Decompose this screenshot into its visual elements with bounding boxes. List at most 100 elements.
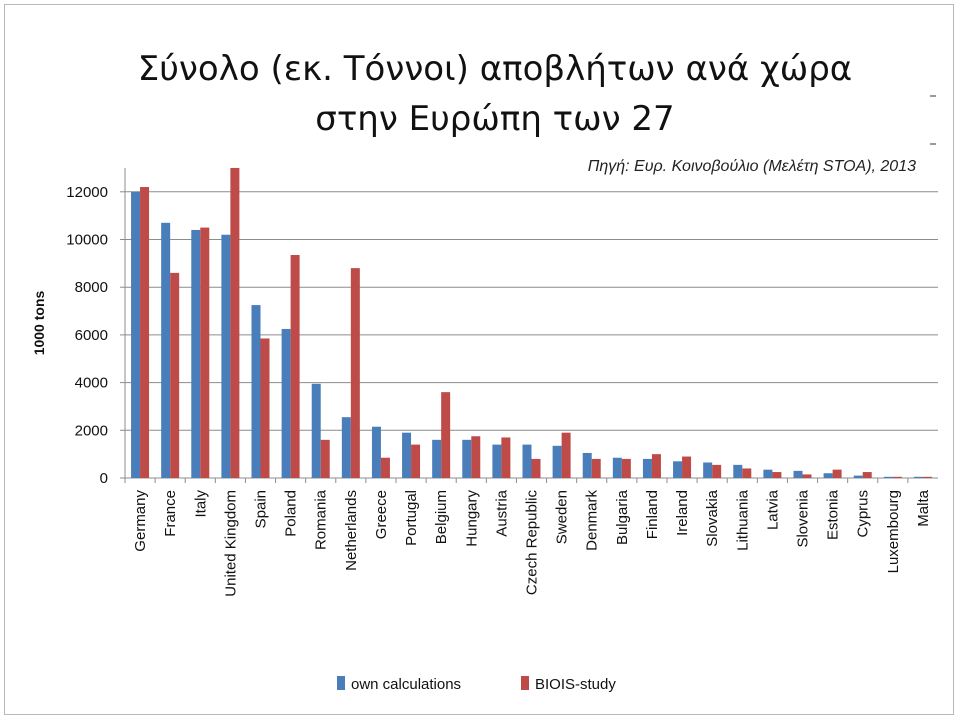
bar-own-calculations xyxy=(432,439,442,478)
bar-biois-study xyxy=(832,469,842,478)
bar-own-calculations xyxy=(853,475,863,478)
bar-own-calculations xyxy=(221,234,231,478)
bar-biois-study xyxy=(441,392,451,478)
x-tick-label: Greece xyxy=(373,490,390,539)
bar-biois-study xyxy=(380,457,390,478)
slide-frame xyxy=(4,4,954,715)
bar-biois-study xyxy=(742,468,752,478)
bar-biois-study xyxy=(170,272,180,478)
x-tick-label: France xyxy=(162,490,179,537)
bar-own-calculations xyxy=(913,476,923,478)
bar-own-calculations xyxy=(703,462,713,478)
x-tick-label: Malta xyxy=(915,489,932,526)
slide-title: Σύνολο (εκ. Τόννοι) αποβλήτων ανά χώρα σ… xyxy=(0,44,960,144)
bar-own-calculations xyxy=(823,473,833,478)
bar-own-calculations xyxy=(161,222,171,478)
bar-own-calculations xyxy=(582,452,592,478)
bar-biois-study xyxy=(802,474,812,478)
bar-biois-study xyxy=(922,476,932,478)
slide-title-line-2: στην Ευρώπη των 27 xyxy=(315,99,675,139)
x-tick-label: Luxembourg xyxy=(885,490,902,573)
bar-own-calculations xyxy=(191,229,201,478)
x-tick-label: Germany xyxy=(132,490,149,552)
legend-swatch-biois-study xyxy=(521,676,529,690)
slide-edge-mark xyxy=(930,143,936,145)
bar-biois-study xyxy=(411,444,421,478)
slide-title-line-1: Σύνολο (εκ. Τόννοι) αποβλήτων ανά χώρα xyxy=(137,49,853,89)
bar-own-calculations xyxy=(612,457,622,478)
legend-label-biois-study: BIOIS-study xyxy=(535,676,616,693)
legend-swatch-own-calculations xyxy=(337,676,345,690)
bar-own-calculations xyxy=(492,444,502,478)
bar-own-calculations xyxy=(462,439,472,478)
bar-own-calculations xyxy=(251,305,261,478)
bar-biois-study xyxy=(140,187,150,478)
x-tick-label: Slovenia xyxy=(795,489,812,547)
bar-own-calculations xyxy=(522,444,532,478)
bar-own-calculations xyxy=(341,417,351,478)
x-tick-label: Cyprus xyxy=(855,490,872,538)
x-tick-label: Slovakia xyxy=(704,489,721,546)
x-tick-label: Lithuania xyxy=(734,489,751,551)
y-tick-label: 8000 xyxy=(75,279,108,296)
bar-biois-study xyxy=(320,439,330,478)
bar-own-calculations xyxy=(552,445,562,478)
x-tick-label: Denmark xyxy=(584,490,601,551)
bar-biois-study xyxy=(290,255,300,478)
bar-biois-study xyxy=(651,454,661,478)
x-tick-label: Austria xyxy=(493,489,510,536)
y-tick-label: 4000 xyxy=(75,375,108,392)
bar-biois-study xyxy=(591,458,601,478)
bar-own-calculations xyxy=(131,191,141,479)
x-tick-label: Hungary xyxy=(463,490,480,547)
slide-edge-mark xyxy=(930,95,936,97)
y-tick-label: 2000 xyxy=(75,422,108,439)
bar-biois-study xyxy=(621,458,631,478)
bar-own-calculations xyxy=(371,426,381,478)
bar-own-calculations xyxy=(402,432,412,478)
x-tick-label: Latvia xyxy=(764,489,781,530)
bar-biois-study xyxy=(892,476,902,478)
bar-own-calculations xyxy=(763,469,773,478)
bar-biois-study xyxy=(862,472,872,478)
x-tick-label: Finland xyxy=(644,490,661,539)
bar-own-calculations xyxy=(733,464,743,478)
bar-own-calculations xyxy=(673,461,683,478)
bar-own-calculations xyxy=(793,470,803,478)
x-tick-label: Spain xyxy=(253,490,270,528)
bar-own-calculations xyxy=(311,383,321,478)
bar-own-calculations xyxy=(281,328,291,478)
bar-biois-study xyxy=(200,227,210,478)
x-tick-label: Poland xyxy=(283,490,300,537)
x-tick-label: Czech Republic xyxy=(524,490,541,596)
y-tick-label: 12000 xyxy=(66,184,108,201)
bar-biois-study xyxy=(772,472,782,478)
bar-biois-study xyxy=(501,437,511,478)
bar-biois-study xyxy=(471,436,481,478)
bar-biois-study xyxy=(712,464,722,478)
x-tick-label: Italy xyxy=(192,490,209,518)
y-tick-label: 10000 xyxy=(66,232,108,249)
bar-own-calculations xyxy=(883,476,893,478)
x-tick-label: Estonia xyxy=(825,489,842,540)
bar-biois-study xyxy=(561,432,571,478)
x-tick-label: Portugal xyxy=(403,490,420,546)
bar-own-calculations xyxy=(642,458,652,478)
bar-biois-study xyxy=(350,268,360,478)
x-tick-label: Bulgaria xyxy=(614,489,631,545)
bar-biois-study xyxy=(531,458,541,478)
x-tick-label: Netherlands xyxy=(343,490,360,571)
x-tick-label: Belgium xyxy=(433,490,450,544)
bar-biois-study xyxy=(260,338,270,478)
x-tick-label: Sweden xyxy=(554,490,571,544)
x-tick-label: Romania xyxy=(313,489,330,550)
x-tick-label: Ireland xyxy=(674,490,691,536)
bar-biois-study xyxy=(230,167,240,478)
bar-biois-study xyxy=(682,456,692,478)
y-tick-label: 0 xyxy=(100,470,108,487)
legend-label-own-calculations: own calculations xyxy=(351,676,461,693)
y-axis-title: 1000 tons xyxy=(31,290,47,355)
y-tick-label: 6000 xyxy=(75,327,108,344)
source-caption: Πηγή: Ευρ. Κοινοβούλιο (Μελέτη STOA), 20… xyxy=(587,158,916,175)
